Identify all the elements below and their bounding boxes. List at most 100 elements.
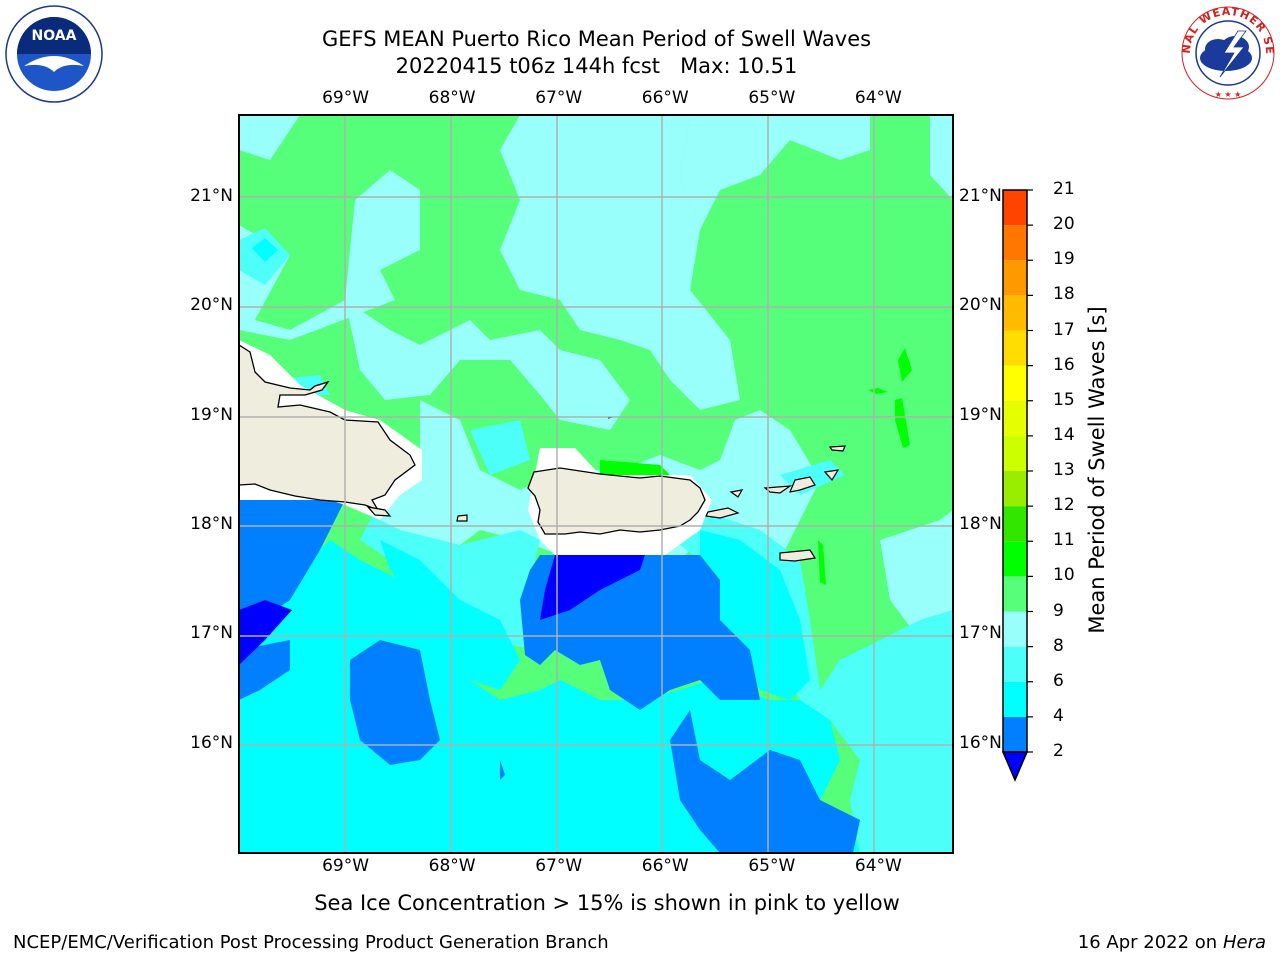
colorbar-bin — [1003, 295, 1027, 331]
colorbar-tick-label: 21 — [1053, 179, 1075, 199]
contour-8-9 — [239, 115, 300, 160]
lon-label-bottom: 64°W — [854, 856, 902, 876]
colorbar-bin — [1003, 190, 1027, 226]
contour-8-9 — [239, 170, 420, 340]
map-title: GEFS MEAN Puerto Rico Mean Period of Swe… — [321, 27, 872, 51]
colorbar-tick-label: 16 — [1053, 354, 1075, 375]
colorbar-tick-label: 18 — [1053, 284, 1075, 305]
colorbar-bin — [1003, 541, 1027, 577]
noaa-logo-text: NOAA — [32, 28, 77, 44]
colorbar-tick-label: 20 — [1053, 214, 1075, 235]
colorbar — [1001, 189, 1033, 782]
lat-label-left: 21°N — [190, 186, 233, 206]
svg-text:★ ★ ★: ★ ★ ★ — [1215, 90, 1242, 99]
contour-10-11 — [898, 348, 912, 382]
contour-4-6 — [252, 238, 278, 262]
contour-10-11 — [818, 540, 826, 585]
lat-label-left: 19°N — [190, 404, 233, 425]
colorbar-tick-label: 6 — [1053, 670, 1064, 691]
map-subtitle: 20220415 t06z 144h fcst Max: 10.51 — [395, 54, 798, 78]
colorbar-bin — [1003, 225, 1027, 261]
colorbar-bin — [1003, 260, 1027, 296]
lat-label-left: 18°N — [190, 514, 233, 534]
colorbar-tick-label: 17 — [1053, 319, 1075, 340]
colorbar-label: Mean Period of Swell Waves [s] — [1085, 306, 1109, 634]
island — [823, 469, 840, 482]
colorbar-extend-arrow — [1001, 751, 1029, 782]
island — [705, 507, 740, 519]
colorbar-tick-label: 19 — [1053, 249, 1075, 270]
island — [729, 489, 744, 498]
colorbar-tick-label: 13 — [1053, 460, 1075, 480]
lon-label-top: 64°W — [854, 88, 902, 108]
footer-date: 16 Apr 2022 on Hera — [1077, 932, 1266, 953]
island — [828, 445, 846, 452]
contour-lt2 — [540, 555, 645, 620]
lon-label-bottom: 66°W — [641, 856, 689, 876]
colorbar-bin — [1003, 330, 1027, 366]
lat-label-right: 20°N — [959, 295, 1002, 316]
contour-8-9 — [930, 115, 953, 200]
contour-8-9 — [880, 510, 953, 640]
colorbar-bin — [1003, 471, 1027, 507]
lat-label-left: 17°N — [190, 623, 233, 644]
contour-2-4 — [350, 640, 440, 765]
hispaniola-land — [366, 506, 392, 517]
island — [456, 514, 468, 522]
lon-label-top: 67°W — [535, 88, 583, 108]
hispaniola-land — [239, 344, 416, 512]
colorbar-bin — [1003, 576, 1027, 612]
contour-8-9 — [345, 300, 630, 430]
contour-lt2 — [239, 600, 292, 665]
lon-label-bottom: 69°W — [322, 856, 370, 876]
lon-label-bottom: 68°W — [428, 856, 476, 876]
colorbar-bin — [1003, 506, 1027, 542]
colorbar-tick-label: 4 — [1053, 705, 1064, 726]
sea-ice-footnote: Sea Ice Concentration > 15% is shown in … — [314, 891, 900, 915]
contour-4-6 — [700, 530, 810, 700]
colorbar-tick-label: 2 — [1053, 741, 1064, 761]
colorbar-tick-label: 12 — [1053, 495, 1075, 516]
contour-10-11 — [895, 398, 910, 448]
colorbar-bin — [1003, 400, 1027, 436]
contour-8-9 — [680, 115, 870, 230]
contour-6-8 — [470, 420, 530, 475]
contour-8-9 — [500, 115, 740, 410]
graticule — [239, 115, 953, 853]
colorbar-tick-label: 15 — [1053, 389, 1075, 410]
contour-4-6 — [380, 540, 520, 690]
lat-label-right: 18°N — [959, 514, 1002, 534]
colorbar-bin — [1003, 365, 1027, 401]
lon-label-top: 65°W — [748, 88, 796, 108]
colorbar-tick-label: 8 — [1053, 635, 1064, 656]
lat-label-right: 19°N — [959, 404, 1002, 425]
lat-label-right: 17°N — [959, 623, 1002, 644]
lon-label-top: 69°W — [322, 88, 370, 108]
colorbar-tick-label: 9 — [1053, 600, 1064, 621]
map-frame — [238, 114, 954, 854]
colorbar-bin — [1003, 681, 1027, 717]
lat-label-left: 16°N — [190, 732, 233, 753]
colorbar-tick-label: 14 — [1053, 424, 1075, 445]
lon-label-bottom: 67°W — [535, 856, 583, 876]
colorbar-tick-label: 11 — [1053, 530, 1075, 551]
lat-label-left: 20°N — [190, 295, 233, 316]
lat-label-right: 21°N — [959, 186, 1002, 206]
island — [789, 476, 816, 493]
island — [779, 549, 816, 562]
colorbar-tick-label: 10 — [1053, 565, 1075, 586]
lon-label-bottom: 65°W — [748, 856, 796, 876]
noaa-logo: NOAA — [5, 5, 103, 103]
contour-2-4 — [500, 760, 505, 780]
contour-2-4 — [670, 710, 860, 853]
footer-credit: NCEP/EMC/Verification Post Processing Pr… — [13, 932, 609, 953]
lon-label-top: 66°W — [641, 88, 689, 108]
contour-10-11 — [600, 460, 670, 475]
machine-name: Hera — [1222, 932, 1266, 953]
lat-label-right: 16°N — [959, 732, 1002, 753]
contour-2-4 — [239, 640, 290, 700]
colorbar-bin — [1003, 435, 1027, 471]
nws-logo: NATIONAL WEATHER SERVICE ★ ★ ★ — [1178, 3, 1275, 100]
colorbar-bin — [1003, 646, 1027, 682]
